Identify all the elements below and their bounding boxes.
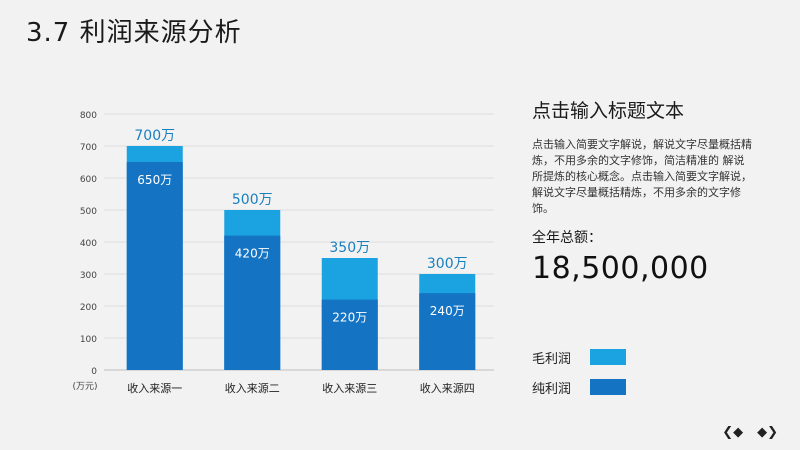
data-label-net: 220万 [332, 311, 367, 325]
data-label-gross: 350万 [329, 240, 370, 256]
x-category-label: 收入来源四 [420, 381, 475, 395]
y-tick-label: 0 [91, 367, 97, 377]
bar-net [224, 235, 281, 370]
bar-net [419, 293, 476, 370]
side-heading[interactable]: 点击输入标题文本 [532, 100, 685, 122]
legend-swatch-net [590, 379, 626, 395]
legend-item-net: 纯利润 [532, 376, 626, 398]
data-label-net: 650万 [137, 173, 172, 187]
y-tick-label: 300 [80, 271, 97, 281]
bar-net [126, 162, 183, 370]
y-tick-label: 600 [80, 175, 97, 185]
legend-swatch-gross [590, 349, 626, 365]
data-label-net: 420万 [235, 247, 270, 261]
legend-label: 毛利润 [532, 351, 572, 367]
page-title: 3.7 利润来源分析 [26, 18, 242, 48]
y-tick-label: 500 [80, 207, 97, 217]
side-panel: 点击输入标题文本 点击输入简要文字解说，解说文字尽量概括精炼，不用多余的文字修饰… [532, 96, 772, 286]
y-tick-label: 700 [80, 143, 97, 153]
legend-label: 纯利润 [532, 381, 572, 397]
x-category-label: 收入来源二 [225, 381, 280, 395]
data-label-net: 240万 [430, 304, 465, 318]
y-tick-label: 200 [80, 303, 97, 313]
prev-slide-icon[interactable]: ❮◆ [722, 425, 744, 440]
x-category-label: 收入来源三 [322, 381, 377, 395]
total-value: 18,500,000 [532, 251, 709, 286]
y-tick-label: 800 [80, 111, 97, 121]
total-label: 全年总额： [532, 230, 602, 246]
bar-net [321, 299, 378, 370]
x-category-label: 收入来源一 [127, 381, 182, 395]
slide-nav: ❮◆ ◆❯ [722, 425, 778, 440]
legend-item-gross: 毛利润 [532, 346, 626, 368]
data-label-gross: 700万 [134, 128, 175, 144]
legend: 毛利润 纯利润 [532, 346, 626, 406]
y-tick-label: 100 [80, 335, 97, 345]
y-unit-label: (万元) [72, 382, 97, 392]
data-label-gross: 300万 [427, 256, 468, 272]
next-slide-icon[interactable]: ◆❯ [757, 425, 778, 440]
data-label-gross: 500万 [232, 192, 273, 208]
side-body-text[interactable]: 点击输入简要文字解说，解说文字尽量概括精炼，不用多余的文字修饰，简洁精准的 解说… [532, 138, 752, 215]
y-tick-label: 400 [80, 239, 97, 249]
